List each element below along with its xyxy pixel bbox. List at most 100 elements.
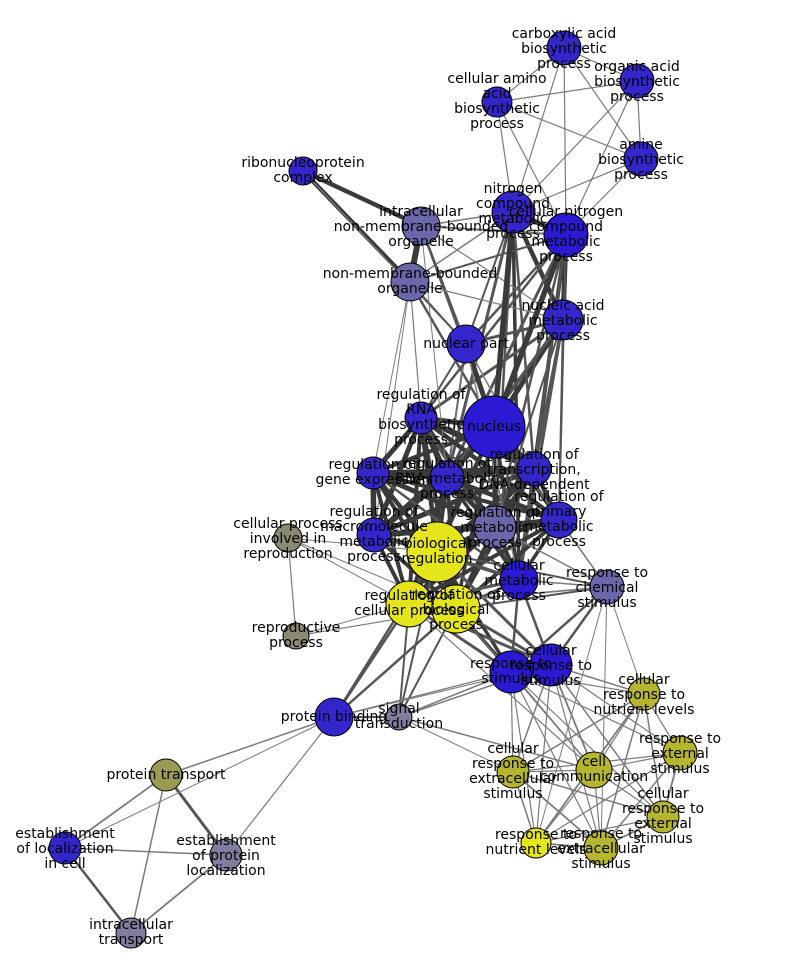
graph-node[interactable] (401, 206, 441, 246)
graph-node[interactable] (546, 30, 582, 66)
graph-edge (510, 671, 664, 818)
graph-edge (563, 47, 567, 236)
graph-node[interactable] (619, 63, 655, 99)
graph-edge (496, 101, 642, 160)
graph-edge (398, 716, 514, 773)
graph-edge (64, 774, 167, 849)
graph-node[interactable] (491, 190, 535, 234)
graph-edge (600, 752, 681, 849)
graph-node[interactable] (575, 751, 613, 789)
graph-edge (535, 816, 664, 844)
graph-node[interactable] (589, 569, 625, 605)
graph-edge (550, 664, 681, 754)
graph-node[interactable] (543, 212, 589, 258)
graph-edge (225, 716, 335, 856)
graph-edge (64, 716, 335, 849)
graph-edge (512, 771, 664, 818)
graph-node[interactable] (385, 580, 433, 628)
graph-edge (550, 664, 602, 849)
graph-edge (409, 281, 422, 419)
graph-node[interactable] (273, 523, 303, 553)
graph-edge (496, 80, 638, 103)
graph-node[interactable] (540, 501, 578, 539)
graph-node[interactable] (404, 401, 438, 435)
graph-node[interactable] (149, 758, 183, 792)
graph-node[interactable] (516, 451, 552, 487)
graph-edge (512, 693, 645, 773)
graph-node[interactable] (431, 584, 481, 634)
graph-edge (409, 234, 567, 283)
graph-edge (371, 471, 561, 522)
graph-edge (420, 225, 567, 236)
graph-node[interactable] (209, 838, 243, 872)
nodes-layer (48, 30, 698, 949)
graph-node[interactable] (356, 456, 390, 490)
graph-edge (407, 416, 423, 606)
graph-edge (600, 693, 645, 849)
graph-edge (372, 281, 411, 474)
graph-edge (300, 168, 424, 229)
graph-edge (496, 101, 567, 236)
graph-edge (465, 211, 514, 345)
graph-edge (563, 47, 642, 160)
graph-edge (565, 80, 638, 236)
graph-node[interactable] (646, 800, 680, 834)
graph-edge (370, 470, 498, 530)
graph-node[interactable] (429, 460, 465, 496)
graph-node[interactable] (314, 697, 354, 737)
graph-edge (494, 234, 567, 528)
graph-node[interactable] (583, 830, 619, 866)
graph-node[interactable] (282, 622, 310, 650)
graph-edge (287, 537, 297, 637)
graph-edge (558, 319, 564, 521)
graph-node[interactable] (406, 521, 468, 583)
graph-edge (164, 773, 228, 857)
graph-edge (491, 209, 516, 430)
graph-node[interactable] (462, 395, 526, 459)
graph-node[interactable] (48, 831, 82, 865)
graph-edge (512, 158, 642, 213)
graph-node[interactable] (385, 703, 413, 731)
graph-edge (64, 847, 227, 856)
graph-edge (512, 47, 565, 213)
graph-node[interactable] (499, 560, 539, 600)
graph-edge (419, 233, 568, 420)
graph-node[interactable] (627, 677, 661, 711)
graph-edge (512, 80, 638, 213)
graph-edge (510, 671, 681, 754)
graph-node[interactable] (542, 299, 584, 341)
graph-edge (455, 608, 595, 771)
graph-edge (130, 854, 227, 934)
edges-layer (63, 47, 681, 935)
graph-node[interactable] (481, 86, 513, 118)
graph-edge (512, 771, 602, 849)
graph-node[interactable] (115, 917, 147, 949)
graph-edge (491, 232, 569, 430)
graph-edge (332, 607, 458, 719)
graph-edge (494, 319, 564, 528)
graph-edge (420, 225, 448, 479)
graph-node[interactable] (496, 755, 530, 789)
graph-node[interactable] (662, 735, 698, 771)
graph-edge (606, 586, 645, 695)
graph-node[interactable] (288, 156, 318, 186)
graph-edge (550, 664, 664, 818)
graph-node[interactable] (529, 643, 573, 687)
graph-edge (444, 475, 562, 523)
graph-node[interactable] (473, 505, 517, 549)
graph-node[interactable] (520, 827, 552, 859)
graph-edge (511, 210, 536, 471)
graph-edge (63, 846, 133, 935)
graph-node[interactable] (623, 141, 659, 177)
graph-edge (165, 716, 335, 776)
graph-edge (532, 233, 568, 471)
graph-node[interactable] (390, 262, 430, 302)
graph-edge (510, 671, 537, 844)
graph-edge (535, 752, 681, 844)
graph-node[interactable] (446, 324, 486, 364)
graph-edge (455, 586, 608, 610)
graph-node[interactable] (489, 650, 533, 694)
graph-node[interactable] (356, 517, 392, 553)
